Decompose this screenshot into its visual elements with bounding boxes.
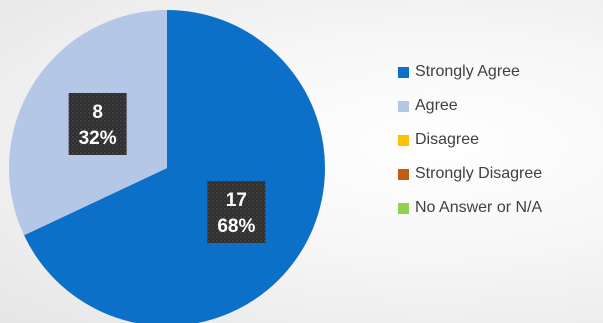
legend-swatch <box>398 66 409 78</box>
legend-item-agree: Agree <box>398 97 598 115</box>
pie-slices <box>8 10 325 323</box>
data-label-count: 17 <box>226 190 247 211</box>
legend-item-disagree: Disagree <box>398 131 598 149</box>
legend-label: No Answer or N/A <box>415 199 543 216</box>
pie-slice-strongly-agree <box>24 10 325 323</box>
chart-legend: Strongly Agree Agree Disagree Strongly Disa… <box>398 63 598 233</box>
legend-label: Strongly Disagree <box>415 165 543 182</box>
data-label-count: 8 <box>92 102 103 123</box>
data-label-box <box>207 181 266 244</box>
legend-item-no-answer-or-n-a: No Answer or N/A <box>398 199 598 217</box>
data-label-percent: 68% <box>217 216 255 237</box>
data-label-percent: 32% <box>79 128 117 149</box>
legend-swatch <box>398 202 409 214</box>
legend-label: Disagree <box>415 131 480 148</box>
legend-item-strongly-disagree: Strongly Disagree <box>398 165 598 183</box>
legend-label: Agree <box>415 97 458 114</box>
legend-swatch <box>398 100 409 112</box>
legend-swatch <box>398 134 409 146</box>
legend-swatch <box>398 168 409 180</box>
data-label-box <box>68 92 127 155</box>
data-label-agree: 832% <box>68 92 127 155</box>
legend-label: Strongly Agree <box>415 63 520 80</box>
legend-item-strongly-agree: Strongly Agree <box>398 63 598 81</box>
